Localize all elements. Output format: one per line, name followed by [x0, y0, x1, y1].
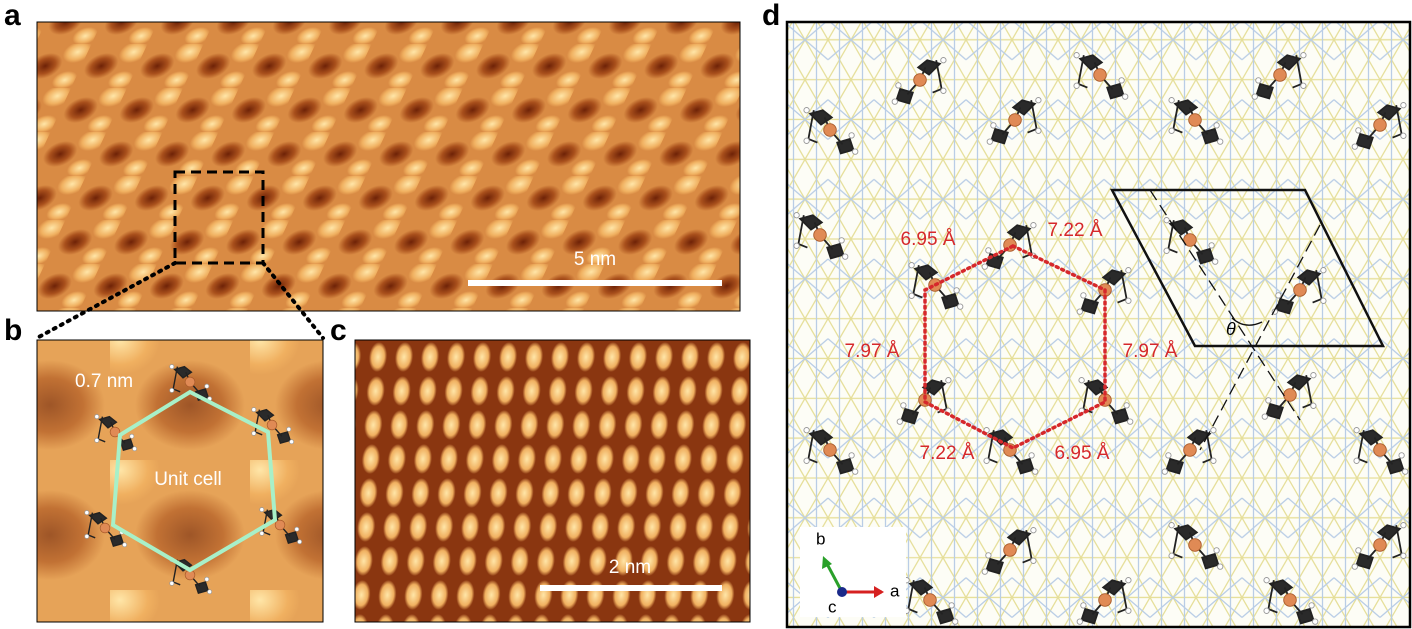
lattice	[787, 22, 1410, 627]
axis-arrow	[874, 586, 884, 598]
distance-label: 7.97 Å	[1123, 341, 1178, 362]
zoom-box	[173, 170, 265, 265]
angle-label: θ	[1226, 319, 1236, 339]
stm-image-c	[354, 339, 751, 623]
scale-label: 5 nm	[574, 249, 616, 270]
guide-line	[1149, 189, 1301, 421]
guide-line	[1199, 224, 1321, 451]
axis-label: b	[816, 529, 825, 548]
unit-cell-hexagon	[110, 389, 278, 573]
annotation: Unit cell	[154, 469, 222, 490]
panel-frame	[785, 20, 1412, 629]
axis-arrow	[822, 556, 832, 569]
unit-cell	[1109, 188, 1386, 348]
axis-b	[824, 561, 844, 593]
axis-c	[837, 587, 847, 597]
axis-label: c	[828, 597, 837, 616]
stm-image-b	[36, 339, 324, 623]
zoom-line	[35, 261, 177, 340]
angle-arc	[1231, 317, 1263, 326]
stm-image-a	[36, 21, 741, 312]
distance-label: 7.22 Å	[1048, 220, 1103, 241]
distance-label: 6.95 Å	[1055, 443, 1110, 464]
panel-label: c	[330, 314, 347, 347]
axes-inset	[800, 527, 906, 617]
panel-label: d	[762, 0, 780, 32]
panel-label: a	[4, 0, 21, 32]
distance-label: 6.95 Å	[901, 229, 956, 250]
distance-label: 7.22 Å	[920, 443, 975, 464]
axis-label: a	[890, 581, 900, 600]
distance-label: 7.97 Å	[845, 341, 900, 362]
distance-hexagon	[923, 244, 1107, 450]
annotation: 0.7 nm	[75, 371, 133, 392]
scale-label: 2 nm	[609, 557, 651, 578]
panel-label: b	[4, 314, 22, 347]
zoom-line	[261, 261, 325, 340]
